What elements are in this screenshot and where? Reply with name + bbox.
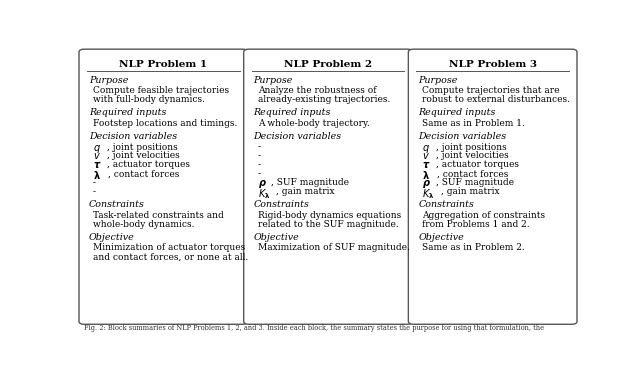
Text: Objective: Objective (253, 233, 300, 242)
Text: , actuator torques: , actuator torques (107, 160, 190, 169)
Text: $\mathbf{\mathit{v}}$: $\mathbf{\mathit{v}}$ (93, 151, 100, 161)
Text: $\mathbf{\mathit{K}}_{\boldsymbol{\lambda}}$: $\mathbf{\mathit{K}}_{\boldsymbol{\lambd… (422, 187, 435, 201)
Text: Minimization of actuator torques: Minimization of actuator torques (93, 243, 245, 252)
Text: A whole-body trajectory.: A whole-body trajectory. (257, 119, 369, 128)
Text: Decision variables: Decision variables (253, 132, 342, 141)
Text: -: - (257, 151, 260, 161)
Text: $\mathbf{\mathit{K}}_{\boldsymbol{\lambda}}$: $\mathbf{\mathit{K}}_{\boldsymbol{\lambd… (257, 187, 270, 201)
Text: and contact forces, or none at all.: and contact forces, or none at all. (93, 252, 248, 261)
Text: , contact forces: , contact forces (437, 169, 509, 178)
Text: $\boldsymbol{\lambda}$: $\boldsymbol{\lambda}$ (422, 169, 430, 181)
Text: $\boldsymbol{\lambda}$: $\boldsymbol{\lambda}$ (93, 169, 101, 181)
Text: whole-body dynamics.: whole-body dynamics. (93, 219, 195, 229)
Text: Purpose: Purpose (89, 75, 128, 85)
Text: -: - (93, 178, 96, 187)
Text: -: - (93, 187, 96, 196)
Text: $\boldsymbol{\rho}$: $\boldsymbol{\rho}$ (422, 178, 431, 190)
Text: from Problems 1 and 2.: from Problems 1 and 2. (422, 219, 530, 229)
Text: Required inputs: Required inputs (89, 108, 166, 117)
Text: Purpose: Purpose (253, 75, 293, 85)
Text: NLP Problem 1: NLP Problem 1 (119, 60, 207, 69)
Text: , actuator torques: , actuator torques (436, 160, 519, 169)
Text: $\boldsymbol{\tau}$: $\boldsymbol{\tau}$ (422, 160, 431, 170)
Text: Aggregation of constraints: Aggregation of constraints (422, 211, 545, 220)
Text: Constraints: Constraints (89, 200, 145, 209)
Text: -: - (257, 160, 260, 169)
Text: , joint positions: , joint positions (436, 142, 507, 152)
Text: already-existing trajectories.: already-existing trajectories. (257, 95, 390, 104)
Text: , joint velocities: , joint velocities (107, 151, 180, 161)
Text: Task-related constraints and: Task-related constraints and (93, 211, 223, 220)
Text: Decision variables: Decision variables (89, 132, 177, 141)
Text: , contact forces: , contact forces (108, 169, 179, 178)
Text: with full-body dynamics.: with full-body dynamics. (93, 95, 205, 104)
Text: -: - (257, 169, 260, 178)
Text: NLP Problem 3: NLP Problem 3 (449, 60, 537, 69)
Text: Decision variables: Decision variables (419, 132, 506, 141)
Text: Rigid-body dynamics equations: Rigid-body dynamics equations (257, 211, 401, 220)
Text: $\mathbf{\mathit{v}}$: $\mathbf{\mathit{v}}$ (422, 151, 430, 161)
Text: $\boldsymbol{\tau}$: $\boldsymbol{\tau}$ (93, 160, 101, 170)
Text: , SUF magnitude: , SUF magnitude (436, 178, 514, 187)
Text: related to the SUF magnitude.: related to the SUF magnitude. (257, 219, 398, 229)
Text: , gain matrix: , gain matrix (276, 187, 335, 196)
Text: NLP Problem 2: NLP Problem 2 (284, 60, 372, 69)
FancyBboxPatch shape (244, 49, 412, 324)
Text: $\mathbf{\mathit{q}}$: $\mathbf{\mathit{q}}$ (93, 142, 100, 154)
Text: Same as in Problem 1.: Same as in Problem 1. (422, 119, 525, 128)
FancyBboxPatch shape (79, 49, 248, 324)
Text: , SUF magnitude: , SUF magnitude (271, 178, 349, 187)
Text: Required inputs: Required inputs (419, 108, 495, 117)
Text: Constraints: Constraints (419, 200, 474, 209)
Text: Footstep locations and timings.: Footstep locations and timings. (93, 119, 237, 128)
Text: Objective: Objective (419, 233, 464, 242)
Text: Same as in Problem 2.: Same as in Problem 2. (422, 243, 525, 252)
Text: Constraints: Constraints (253, 200, 310, 209)
Text: Maximization of SUF magnitude.: Maximization of SUF magnitude. (257, 243, 410, 252)
Text: Compute feasible trajectories: Compute feasible trajectories (93, 86, 229, 95)
Text: , joint positions: , joint positions (107, 142, 177, 152)
Text: Objective: Objective (89, 233, 134, 242)
Text: , gain matrix: , gain matrix (441, 187, 500, 196)
Text: Analyze the robustness of: Analyze the robustness of (257, 86, 376, 95)
Text: robust to external disturbances.: robust to external disturbances. (422, 95, 570, 104)
FancyBboxPatch shape (408, 49, 577, 324)
Text: Purpose: Purpose (419, 75, 458, 85)
Text: -: - (257, 142, 260, 152)
Text: Required inputs: Required inputs (253, 108, 331, 117)
Text: $\boldsymbol{\rho}$: $\boldsymbol{\rho}$ (257, 178, 266, 190)
Text: Compute trajectories that are: Compute trajectories that are (422, 86, 560, 95)
Text: Fig. 2: Block summaries of NLP Problems 1, 2, and 3. Inside each block, the summ: Fig. 2: Block summaries of NLP Problems … (84, 324, 544, 332)
Text: , joint velocities: , joint velocities (436, 151, 509, 161)
Text: $\mathbf{\mathit{q}}$: $\mathbf{\mathit{q}}$ (422, 142, 430, 154)
